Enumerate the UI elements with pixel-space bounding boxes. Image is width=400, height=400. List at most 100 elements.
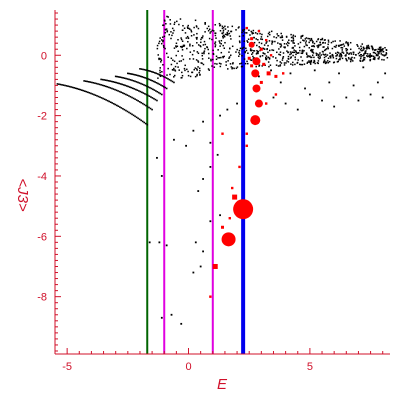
data-point — [306, 56, 308, 58]
data-point — [132, 73, 135, 76]
data-point — [358, 54, 361, 57]
data-point — [143, 68, 146, 71]
data-point — [282, 56, 285, 58]
data-point — [315, 52, 317, 55]
data-point — [280, 43, 282, 46]
data-point — [385, 54, 387, 56]
data-point — [141, 83, 144, 86]
data-point — [70, 86, 72, 88]
data-point — [187, 24, 189, 27]
data-point — [97, 95, 100, 98]
data-point — [183, 67, 186, 70]
data-point — [330, 41, 333, 44]
data-point — [189, 75, 192, 78]
data-point — [322, 53, 324, 56]
data-point — [313, 45, 316, 48]
data-point — [103, 98, 106, 101]
data-point — [162, 24, 164, 27]
data-point — [151, 97, 154, 99]
data-point — [214, 45, 217, 48]
data-point — [145, 93, 148, 96]
data-point — [375, 54, 378, 57]
data-point — [294, 45, 296, 47]
data-point — [65, 85, 68, 87]
data-point — [148, 70, 150, 72]
data-point — [365, 52, 367, 55]
data-point — [317, 46, 319, 49]
data-point — [154, 81, 156, 83]
data-point — [369, 58, 372, 61]
data-point — [165, 87, 168, 90]
data-point — [204, 43, 207, 46]
data-point — [309, 62, 312, 64]
data-point — [378, 46, 381, 49]
data-point — [268, 49, 271, 52]
data-point — [313, 60, 316, 62]
data-point — [128, 111, 130, 114]
data-point — [290, 56, 292, 58]
data-point — [158, 83, 161, 86]
data-point — [327, 47, 329, 50]
data-point — [208, 28, 211, 31]
data-point — [301, 52, 304, 55]
data-point — [67, 85, 69, 88]
data-point — [148, 95, 151, 97]
highlight-point — [228, 217, 231, 220]
data-point — [325, 48, 328, 50]
data-point — [341, 51, 344, 53]
highlight-point — [248, 41, 255, 48]
data-point — [131, 113, 133, 116]
data-point — [173, 81, 175, 84]
data-point — [207, 48, 209, 51]
data-point — [162, 64, 164, 66]
data-point — [144, 77, 146, 79]
data-point — [88, 92, 91, 94]
data-point — [224, 41, 226, 44]
data-point — [164, 32, 166, 34]
data-point — [214, 24, 216, 26]
data-point — [310, 60, 312, 63]
data-point — [197, 66, 199, 68]
data-point — [362, 66, 365, 69]
data-point — [251, 52, 254, 54]
data-point — [135, 81, 138, 83]
data-point — [288, 39, 290, 41]
data-point — [309, 39, 312, 42]
data-point — [298, 46, 301, 49]
data-point — [260, 36, 263, 38]
data-point — [274, 40, 276, 43]
data-point — [259, 55, 262, 58]
data-point — [109, 80, 111, 82]
data-point — [308, 60, 310, 62]
data-point — [245, 32, 248, 34]
data-point — [171, 34, 173, 37]
axes-layer: 0 -2 -4 -6 -8 -5 0 5 — [37, 10, 390, 373]
data-point — [125, 93, 127, 96]
data-point — [159, 75, 162, 78]
data-point — [122, 84, 125, 86]
data-point — [284, 46, 286, 49]
data-point — [340, 44, 343, 46]
data-point — [382, 50, 384, 53]
data-point — [145, 69, 147, 71]
data-point — [147, 78, 149, 80]
data-point — [272, 96, 275, 99]
data-point — [229, 63, 232, 65]
data-point — [286, 60, 288, 62]
data-point — [324, 42, 326, 44]
data-point — [189, 51, 192, 53]
data-point — [132, 114, 135, 117]
data-point — [129, 79, 132, 81]
data-point — [169, 23, 172, 25]
data-point — [348, 53, 350, 55]
data-point — [346, 48, 349, 51]
data-point — [381, 54, 384, 56]
data-point — [252, 50, 255, 52]
data-point — [123, 92, 126, 95]
data-point — [345, 48, 348, 50]
data-point — [149, 107, 152, 110]
data-point — [227, 60, 229, 62]
data-point — [123, 108, 126, 111]
highlight-point — [250, 37, 254, 41]
